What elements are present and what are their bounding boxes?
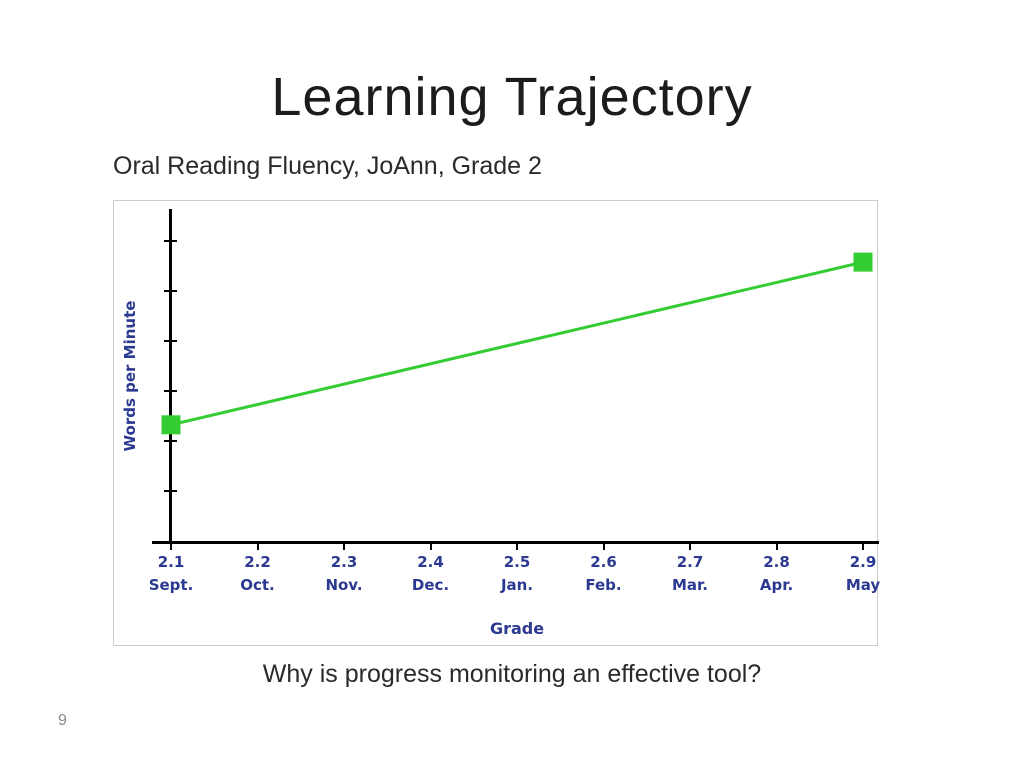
x-tick-mark — [689, 541, 691, 550]
x-tick-label: 2.5 Jan. — [500, 553, 534, 594]
y-axis-label: Words per Minute — [121, 300, 139, 452]
x-tick-label: 2.2 Oct. — [240, 553, 275, 594]
data-point-marker — [853, 252, 873, 272]
x-tick-mark — [429, 541, 432, 550]
y-tick-mark — [164, 390, 177, 392]
x-tick-label: 2.6 Feb. — [585, 553, 622, 594]
x-tick-mark — [775, 541, 778, 550]
x-tick-mark — [602, 541, 605, 550]
slide-title: Learning Trajectory — [271, 67, 753, 127]
y-tick-mark — [164, 340, 177, 342]
y-tick-mark — [164, 490, 177, 492]
x-axis-title: Grade — [489, 619, 545, 638]
question-text: Why is progress monitoring an effective … — [262, 660, 762, 688]
x-tick-mark — [256, 541, 259, 550]
fluency-chart: Words per Minute 2.1 Sept. 2.2 Oct. 2.3 Nov. 2… — [113, 200, 880, 646]
x-tick-label: 2.7 Mar. — [671, 553, 708, 594]
y-tick-mark — [164, 440, 177, 442]
x-tick-mark — [343, 541, 345, 550]
page-number: 9 — [58, 712, 67, 729]
slide-subtitle: Oral Reading Fluency, JoAnn, Grade 2 — [113, 152, 542, 180]
series-line — [170, 260, 864, 427]
x-tick-label: 2.8 Apr. — [759, 553, 794, 594]
y-tick-mark — [164, 240, 177, 242]
x-tick-mark — [862, 541, 864, 550]
y-tick-mark — [164, 290, 177, 292]
x-axis — [152, 541, 879, 544]
x-tick-label: 2.3 Nov. — [325, 553, 363, 594]
x-tick-mark — [170, 541, 172, 550]
x-tick-label: 2.4 Dec. — [411, 553, 450, 594]
x-tick-label: 2.9 May — [845, 553, 881, 594]
x-tick-label: 2.1 Sept. — [148, 553, 194, 594]
y-axis — [169, 209, 172, 544]
x-tick-mark — [516, 541, 518, 550]
